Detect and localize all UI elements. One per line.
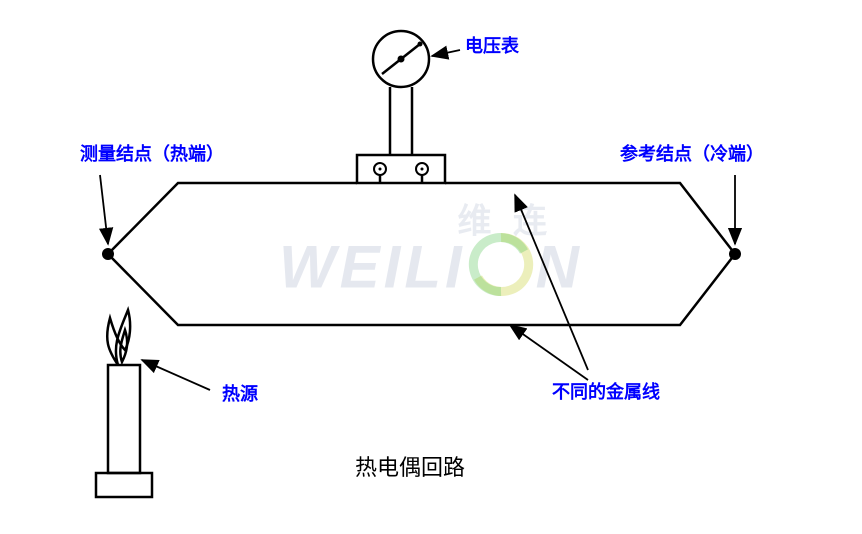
- thermocouple-circuit: [108, 175, 735, 325]
- arrow-wire-top: [515, 195, 588, 370]
- arrow-wire-bottom: [510, 325, 588, 380]
- label-hot-junction: 测量结点（热端）: [80, 140, 224, 166]
- annotation-arrows: [100, 50, 735, 390]
- label-voltmeter: 电压表: [465, 32, 519, 58]
- diagram-title: 热电偶回路: [355, 450, 465, 482]
- arrow-hot-junction: [100, 175, 108, 244]
- voltmeter: [373, 31, 429, 155]
- heat-source: [96, 310, 152, 497]
- cold-junction-node: [729, 248, 741, 260]
- label-cold-junction: 参考结点（冷端）: [620, 140, 764, 166]
- arrow-voltmeter: [432, 50, 460, 56]
- label-heat-source: 热源: [222, 380, 258, 406]
- arrow-heat-source: [142, 360, 210, 390]
- hot-junction-node: [102, 248, 114, 260]
- label-wires: 不同的金属线: [552, 378, 660, 404]
- terminal-block: [357, 155, 445, 183]
